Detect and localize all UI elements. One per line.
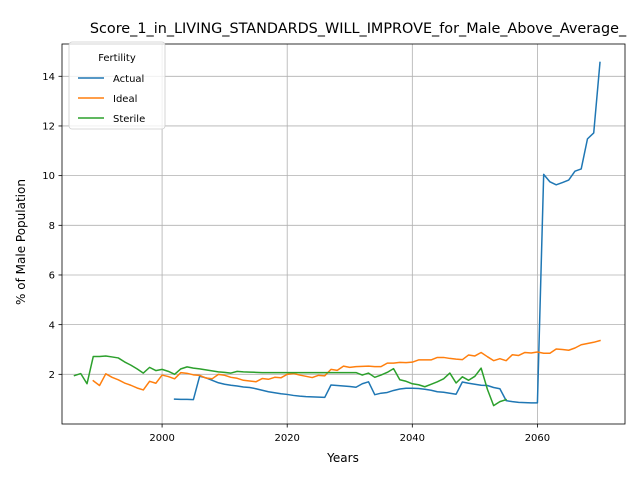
chart-title: Score_1_in_LIVING_STANDARDS_WILL_IMPROVE… — [90, 21, 627, 37]
series-line-ideal — [92, 339, 601, 391]
y-tick-label: 14 — [42, 72, 55, 83]
plot-area-frame — [61, 43, 626, 425]
y-axis-label: % of Male Population — [14, 179, 28, 305]
x-tick-label: 2040 — [400, 433, 425, 444]
y-tick-label: 4 — [49, 320, 55, 331]
legend-label-sterile: Sterile — [113, 114, 145, 125]
series-line-actual — [173, 61, 601, 404]
legend-title: Fertility — [98, 53, 136, 64]
legend-box — [68, 41, 166, 130]
legend: Fertility Actual Ideal Sterile — [68, 41, 166, 130]
series-lines — [73, 61, 601, 407]
legend-label-ideal: Ideal — [113, 94, 137, 105]
x-tick-label: 2060 — [525, 433, 550, 444]
axis-ticks: 2000 2020 2040 2060 2 4 6 8 10 12 14 — [42, 72, 550, 444]
x-tick-label: 2000 — [149, 433, 174, 444]
y-tick-label: 6 — [49, 271, 55, 282]
series-line-sterile — [73, 355, 508, 407]
y-tick-label: 10 — [42, 171, 55, 182]
x-axis-label: Years — [326, 451, 359, 465]
x-tick-label: 2020 — [274, 433, 299, 444]
y-tick-label: 8 — [49, 221, 55, 232]
grid — [62, 44, 625, 424]
legend-label-actual: Actual — [113, 74, 144, 85]
y-tick-label: 12 — [42, 122, 55, 133]
y-tick-label: 2 — [49, 370, 55, 381]
